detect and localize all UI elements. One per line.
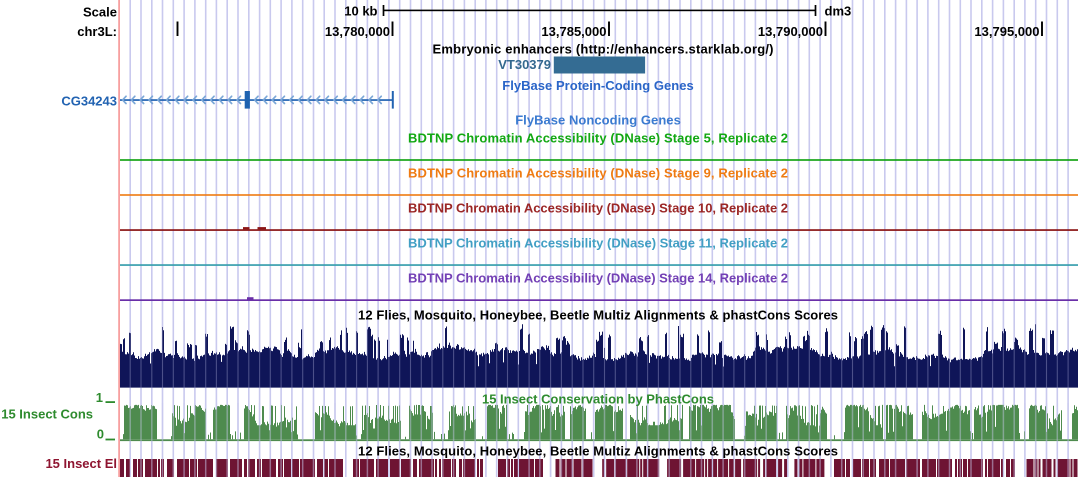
svg-text:BDTNP Chromatin Accessibility: BDTNP Chromatin Accessibility (DNase) St… [408,200,788,215]
svg-text:BDTNP Chromatin Accessibility: BDTNP Chromatin Accessibility (DNase) St… [408,165,788,180]
svg-text:13,785,000: 13,785,000 [541,24,606,39]
svg-text:CG34243: CG34243 [61,93,117,108]
svg-text:Embryonic enhancers (http://en: Embryonic enhancers (http://enhancers.st… [433,42,774,57]
svg-text:Scale: Scale [83,4,117,19]
svg-text:13,795,000: 13,795,000 [974,24,1039,39]
svg-text:BDTNP Chromatin Accessibility: BDTNP Chromatin Accessibility (DNase) St… [408,270,788,285]
svg-text:BDTNP Chromatin Accessibility: BDTNP Chromatin Accessibility (DNase) St… [408,235,788,250]
svg-text:15 Insect Conservation by Phas: 15 Insect Conservation by PhastCons [482,392,714,407]
svg-text:FlyBase Protein-Coding Genes: FlyBase Protein-Coding Genes [502,78,694,93]
svg-text:FlyBase Noncoding Genes: FlyBase Noncoding Genes [515,113,681,128]
svg-text:12 Flies, Mosquito, Honeybee,: 12 Flies, Mosquito, Honeybee, Beetle Mul… [358,444,838,459]
svg-text:13,790,000: 13,790,000 [758,24,823,39]
svg-text:13,780,000: 13,780,000 [325,24,390,39]
svg-text:chr3L:: chr3L: [77,24,117,39]
svg-text:15 Insect El: 15 Insect El [45,456,117,471]
svg-text:dm3: dm3 [825,4,852,19]
svg-text:15 Insect Cons: 15 Insect Cons [1,406,93,421]
svg-text:0: 0 [97,427,104,442]
svg-text:12 Flies, Mosquito, Honeybee,: 12 Flies, Mosquito, Honeybee, Beetle Mul… [358,308,838,323]
svg-text:10 kb: 10 kb [344,4,377,19]
svg-text:BDTNP Chromatin Accessibility: BDTNP Chromatin Accessibility (DNase) St… [408,130,788,145]
svg-text:VT30379: VT30379 [498,57,551,72]
svg-text:1: 1 [96,390,103,405]
